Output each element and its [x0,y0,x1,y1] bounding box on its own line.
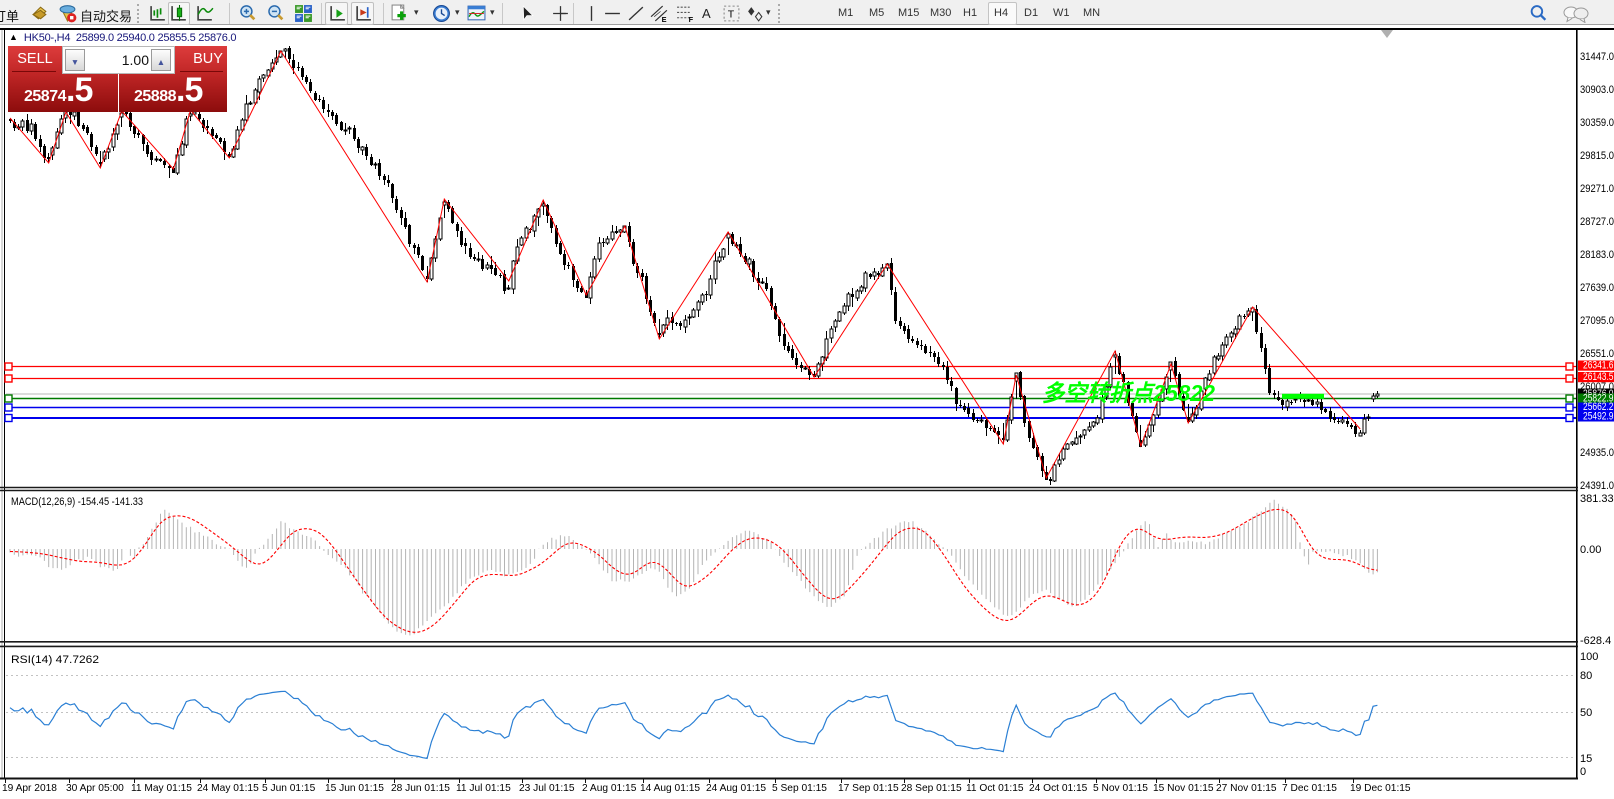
svg-text:2 Aug 01:15: 2 Aug 01:15 [582,783,637,794]
svg-text:F: F [689,15,694,23]
svg-text:11 Jul 01:15: 11 Jul 01:15 [456,783,511,794]
svg-text:80: 80 [1580,670,1592,682]
svg-text:24 May 01:15: 24 May 01:15 [197,783,259,794]
svg-text:24391.0: 24391.0 [1580,480,1614,492]
svg-text:0.00: 0.00 [1580,544,1601,556]
svg-text:26341.6: 26341.6 [1583,360,1614,372]
svg-text:28 Jun 01:15: 28 Jun 01:15 [391,783,450,794]
svg-text:27639.0: 27639.0 [1580,282,1614,294]
svg-text:28727.0: 28727.0 [1580,216,1614,228]
svg-text:26551.0: 26551.0 [1580,348,1614,360]
svg-text:19 Apr 2018: 19 Apr 2018 [2,783,57,794]
svg-text:29271.0: 29271.0 [1580,183,1614,195]
svg-text:11 Oct 01:15: 11 Oct 01:15 [966,783,1024,794]
svg-text:25822.9: 25822.9 [1583,392,1614,404]
svg-text:24935.0: 24935.0 [1580,447,1614,459]
svg-text:15 Jun 01:15: 15 Jun 01:15 [325,783,384,794]
svg-text:5 Sep 01:15: 5 Sep 01:15 [772,783,827,794]
svg-text:25662.2: 25662.2 [1583,401,1614,413]
svg-text:25492.9: 25492.9 [1583,410,1614,422]
svg-text:-628.4: -628.4 [1580,635,1611,647]
svg-text:多空转折点25822: 多空转折点25822 [1042,380,1215,406]
svg-text:5 Nov 01:15: 5 Nov 01:15 [1093,783,1148,794]
svg-text:19 Dec 01:15: 19 Dec 01:15 [1350,783,1411,794]
svg-text:MACD(12,26,9) -154.45 -141.33: MACD(12,26,9) -154.45 -141.33 [11,496,143,508]
svg-text:11 May 01:15: 11 May 01:15 [131,783,192,794]
svg-text:30903.0: 30903.0 [1580,84,1614,96]
svg-text:E: E [662,15,667,23]
svg-text:30359.0: 30359.0 [1580,117,1614,129]
svg-text:0: 0 [1580,766,1586,778]
svg-text:30 Apr 05:00: 30 Apr 05:00 [66,783,124,794]
svg-text:27 Nov 01:15: 27 Nov 01:15 [1216,783,1277,794]
svg-text:14 Aug 01:15: 14 Aug 01:15 [640,783,700,794]
svg-text:15 Nov 01:15: 15 Nov 01:15 [1153,783,1214,794]
svg-text:17 Sep 01:15: 17 Sep 01:15 [838,783,899,794]
svg-text:31447.0: 31447.0 [1580,51,1614,63]
svg-text:T: T [728,9,735,21]
svg-text:28183.0: 28183.0 [1580,249,1614,261]
svg-text:23 Jul 01:15: 23 Jul 01:15 [519,783,575,794]
svg-text:29815.0: 29815.0 [1580,150,1614,162]
svg-text:15: 15 [1580,753,1592,765]
svg-text:381.33: 381.33 [1580,493,1614,505]
svg-text:5 Jun 01:15: 5 Jun 01:15 [262,783,316,794]
svg-text:RSI(14) 47.7262: RSI(14) 47.7262 [11,654,99,666]
svg-text:24 Aug 01:15: 24 Aug 01:15 [706,783,766,794]
svg-text:50: 50 [1580,707,1592,719]
svg-text:100: 100 [1580,651,1598,663]
svg-text:7 Dec 01:15: 7 Dec 01:15 [1282,783,1337,794]
svg-text:24 Oct 01:15: 24 Oct 01:15 [1029,783,1088,794]
svg-text:28 Sep 01:15: 28 Sep 01:15 [901,783,962,794]
svg-text:27095.0: 27095.0 [1580,315,1614,327]
svg-text:26143.5: 26143.5 [1583,371,1614,383]
